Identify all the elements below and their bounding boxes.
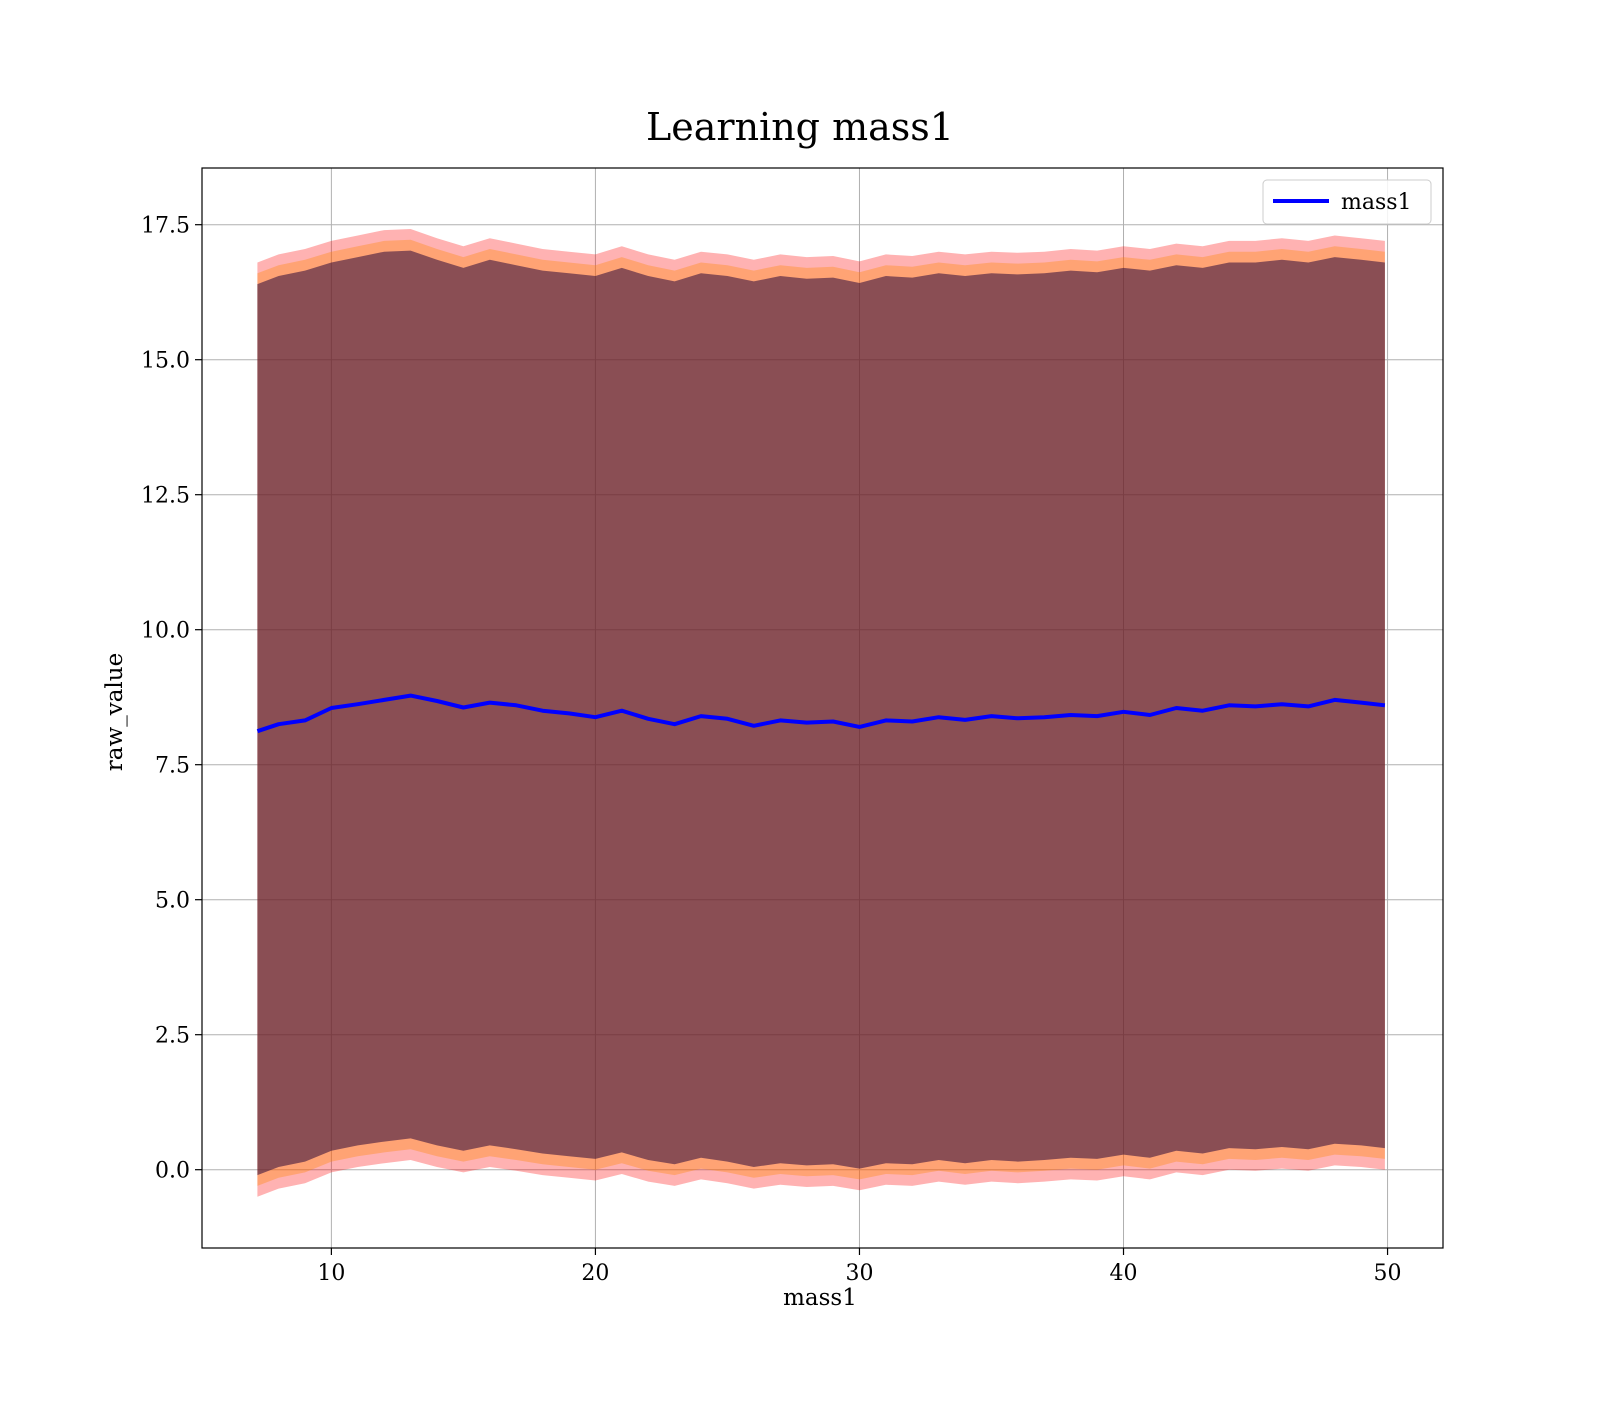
x-tick-label: 20 [581, 1261, 609, 1286]
y-ticks: 0.0 2.5 5.0 7.5 10.0 12.5 15.0 17.5 [141, 214, 202, 1184]
y-tick-label: 5.0 [155, 889, 190, 914]
y-axis-label: raw_value [102, 653, 128, 771]
legend-box [1262, 179, 1432, 225]
x-tick-label: 40 [1110, 1261, 1138, 1286]
y-tick-label: 10.0 [141, 619, 190, 644]
y-tick-label: 0.0 [155, 1159, 190, 1184]
chart-title: Learning mass1 [646, 105, 954, 149]
y-tick-label: 2.5 [155, 1024, 190, 1049]
legend: mass1 [1262, 179, 1432, 225]
x-tick-label: 10 [317, 1261, 345, 1286]
x-tick-label: 30 [845, 1261, 873, 1286]
x-axis-label: mass1 [783, 1285, 857, 1311]
series-line-0 [256, 693, 1386, 734]
plot-frame [201, 167, 1444, 1249]
legend-label: mass1 [1341, 190, 1412, 215]
y-tick-label: 12.5 [141, 484, 190, 509]
x-tick-label: 50 [1374, 1261, 1402, 1286]
y-tick-label: 15.0 [141, 349, 190, 374]
confidence-band-2 [257, 250, 1385, 1176]
confidence-bands [257, 229, 1385, 1197]
x-ticks: 10 20 30 40 50 [317, 1248, 1402, 1286]
series-lines [256, 693, 1386, 734]
y-tick-label: 7.5 [155, 754, 190, 779]
y-tick-label: 17.5 [141, 214, 190, 239]
